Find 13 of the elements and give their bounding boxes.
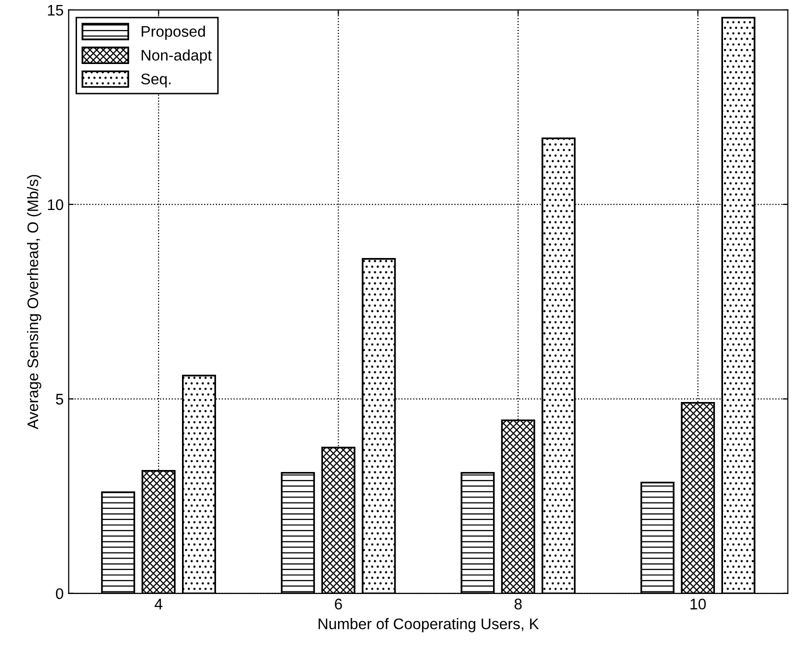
y-axis-title: Average Sensing Overhead, O (Mb/s) xyxy=(27,174,42,430)
y-tick-label: 5 xyxy=(56,394,64,405)
x-axis-title: Number of Cooperating Users, K xyxy=(318,618,539,632)
legend-label: Proposed xyxy=(142,26,205,40)
y-tick-label: 10 xyxy=(48,199,64,210)
x-tick-label: 10 xyxy=(690,598,706,610)
y-tick-label: 15 xyxy=(48,4,64,16)
legend-label: Non-adapt xyxy=(142,49,212,64)
x-tick-label: 4 xyxy=(154,598,162,610)
x-tick-label: 8 xyxy=(514,598,522,610)
legend-label: Seq. xyxy=(141,74,171,88)
y-tick-label: 0 xyxy=(56,588,64,600)
x-tick-label: 6 xyxy=(334,598,342,610)
